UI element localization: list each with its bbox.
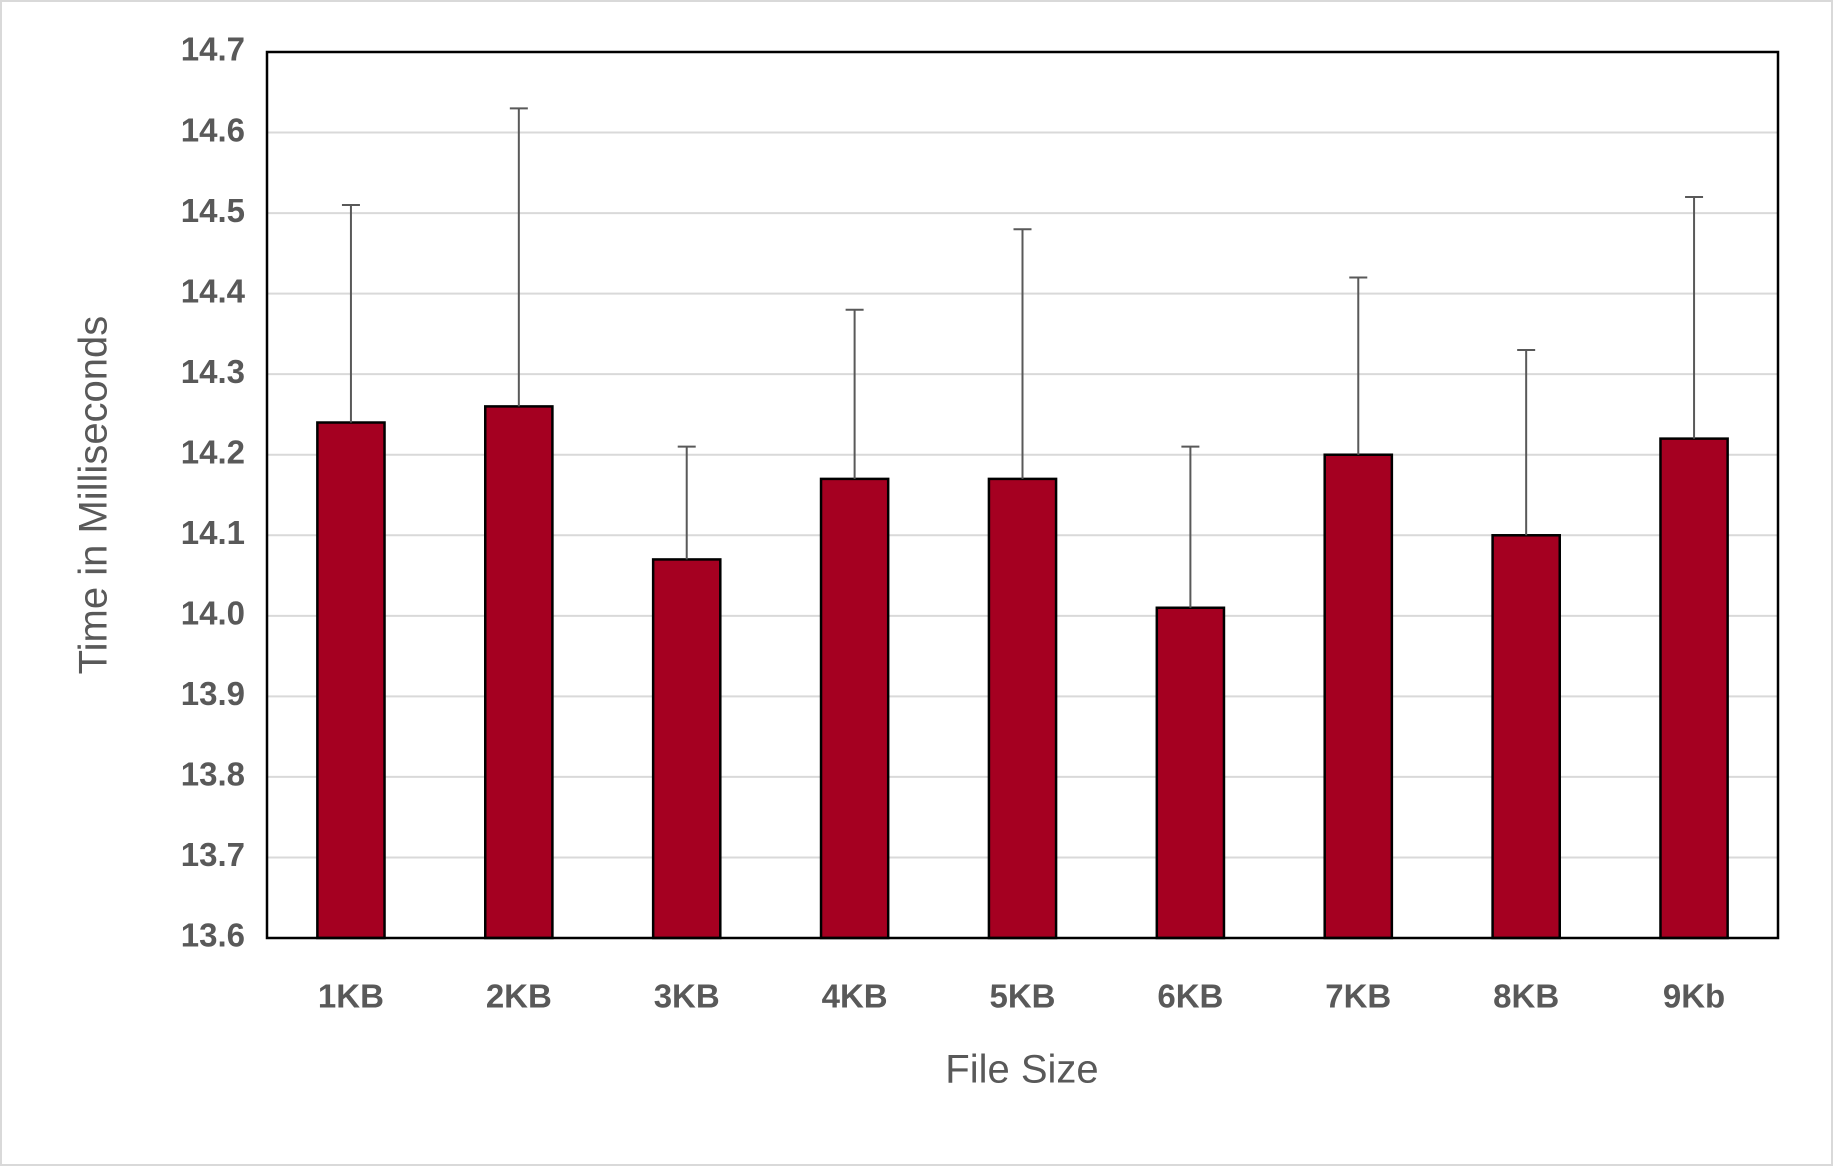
- y-axis-title: Time in Milliseconds: [72, 316, 116, 675]
- bar: [819, 477, 890, 940]
- y-tick-label: 13.7: [181, 836, 245, 873]
- bar: [651, 558, 722, 940]
- plot-frame: [265, 50, 1780, 940]
- y-tick-label: 14.1: [181, 514, 245, 551]
- x-tick-label: 4KB: [822, 978, 888, 1015]
- y-tick-label: 14.5: [181, 192, 245, 229]
- x-tick-label: 5KB: [989, 978, 1055, 1015]
- bar: [316, 421, 386, 940]
- y-tick-label: 13.6: [181, 917, 245, 954]
- y-tick-label: 14.0: [181, 595, 245, 632]
- y-tick-label: 13.8: [181, 756, 245, 793]
- bar: [1491, 534, 1561, 940]
- y-tick-label: 14.2: [181, 433, 245, 470]
- x-tick-label: 2KB: [486, 978, 552, 1015]
- bar: [1323, 453, 1394, 940]
- bar: [1155, 606, 1226, 940]
- y-tick-label: 14.4: [181, 272, 246, 309]
- y-tick-label: 14.3: [181, 353, 245, 390]
- x-tick-label: 9Kb: [1663, 978, 1725, 1015]
- y-tick-label: 14.7: [181, 31, 245, 68]
- x-tick-label: 7KB: [1325, 978, 1391, 1015]
- bar: [1659, 437, 1729, 940]
- x-tick-label: 3KB: [654, 978, 720, 1015]
- x-tick-label: 6KB: [1157, 978, 1223, 1015]
- bar: [987, 477, 1058, 940]
- y-tick-label: 13.9: [181, 675, 245, 712]
- x-axis-title: File Size: [945, 1048, 1098, 1092]
- x-tick-label: 1KB: [318, 978, 384, 1015]
- y-tick-label: 14.6: [181, 111, 245, 148]
- x-tick-label: 8KB: [1493, 978, 1559, 1015]
- bar: [484, 405, 554, 940]
